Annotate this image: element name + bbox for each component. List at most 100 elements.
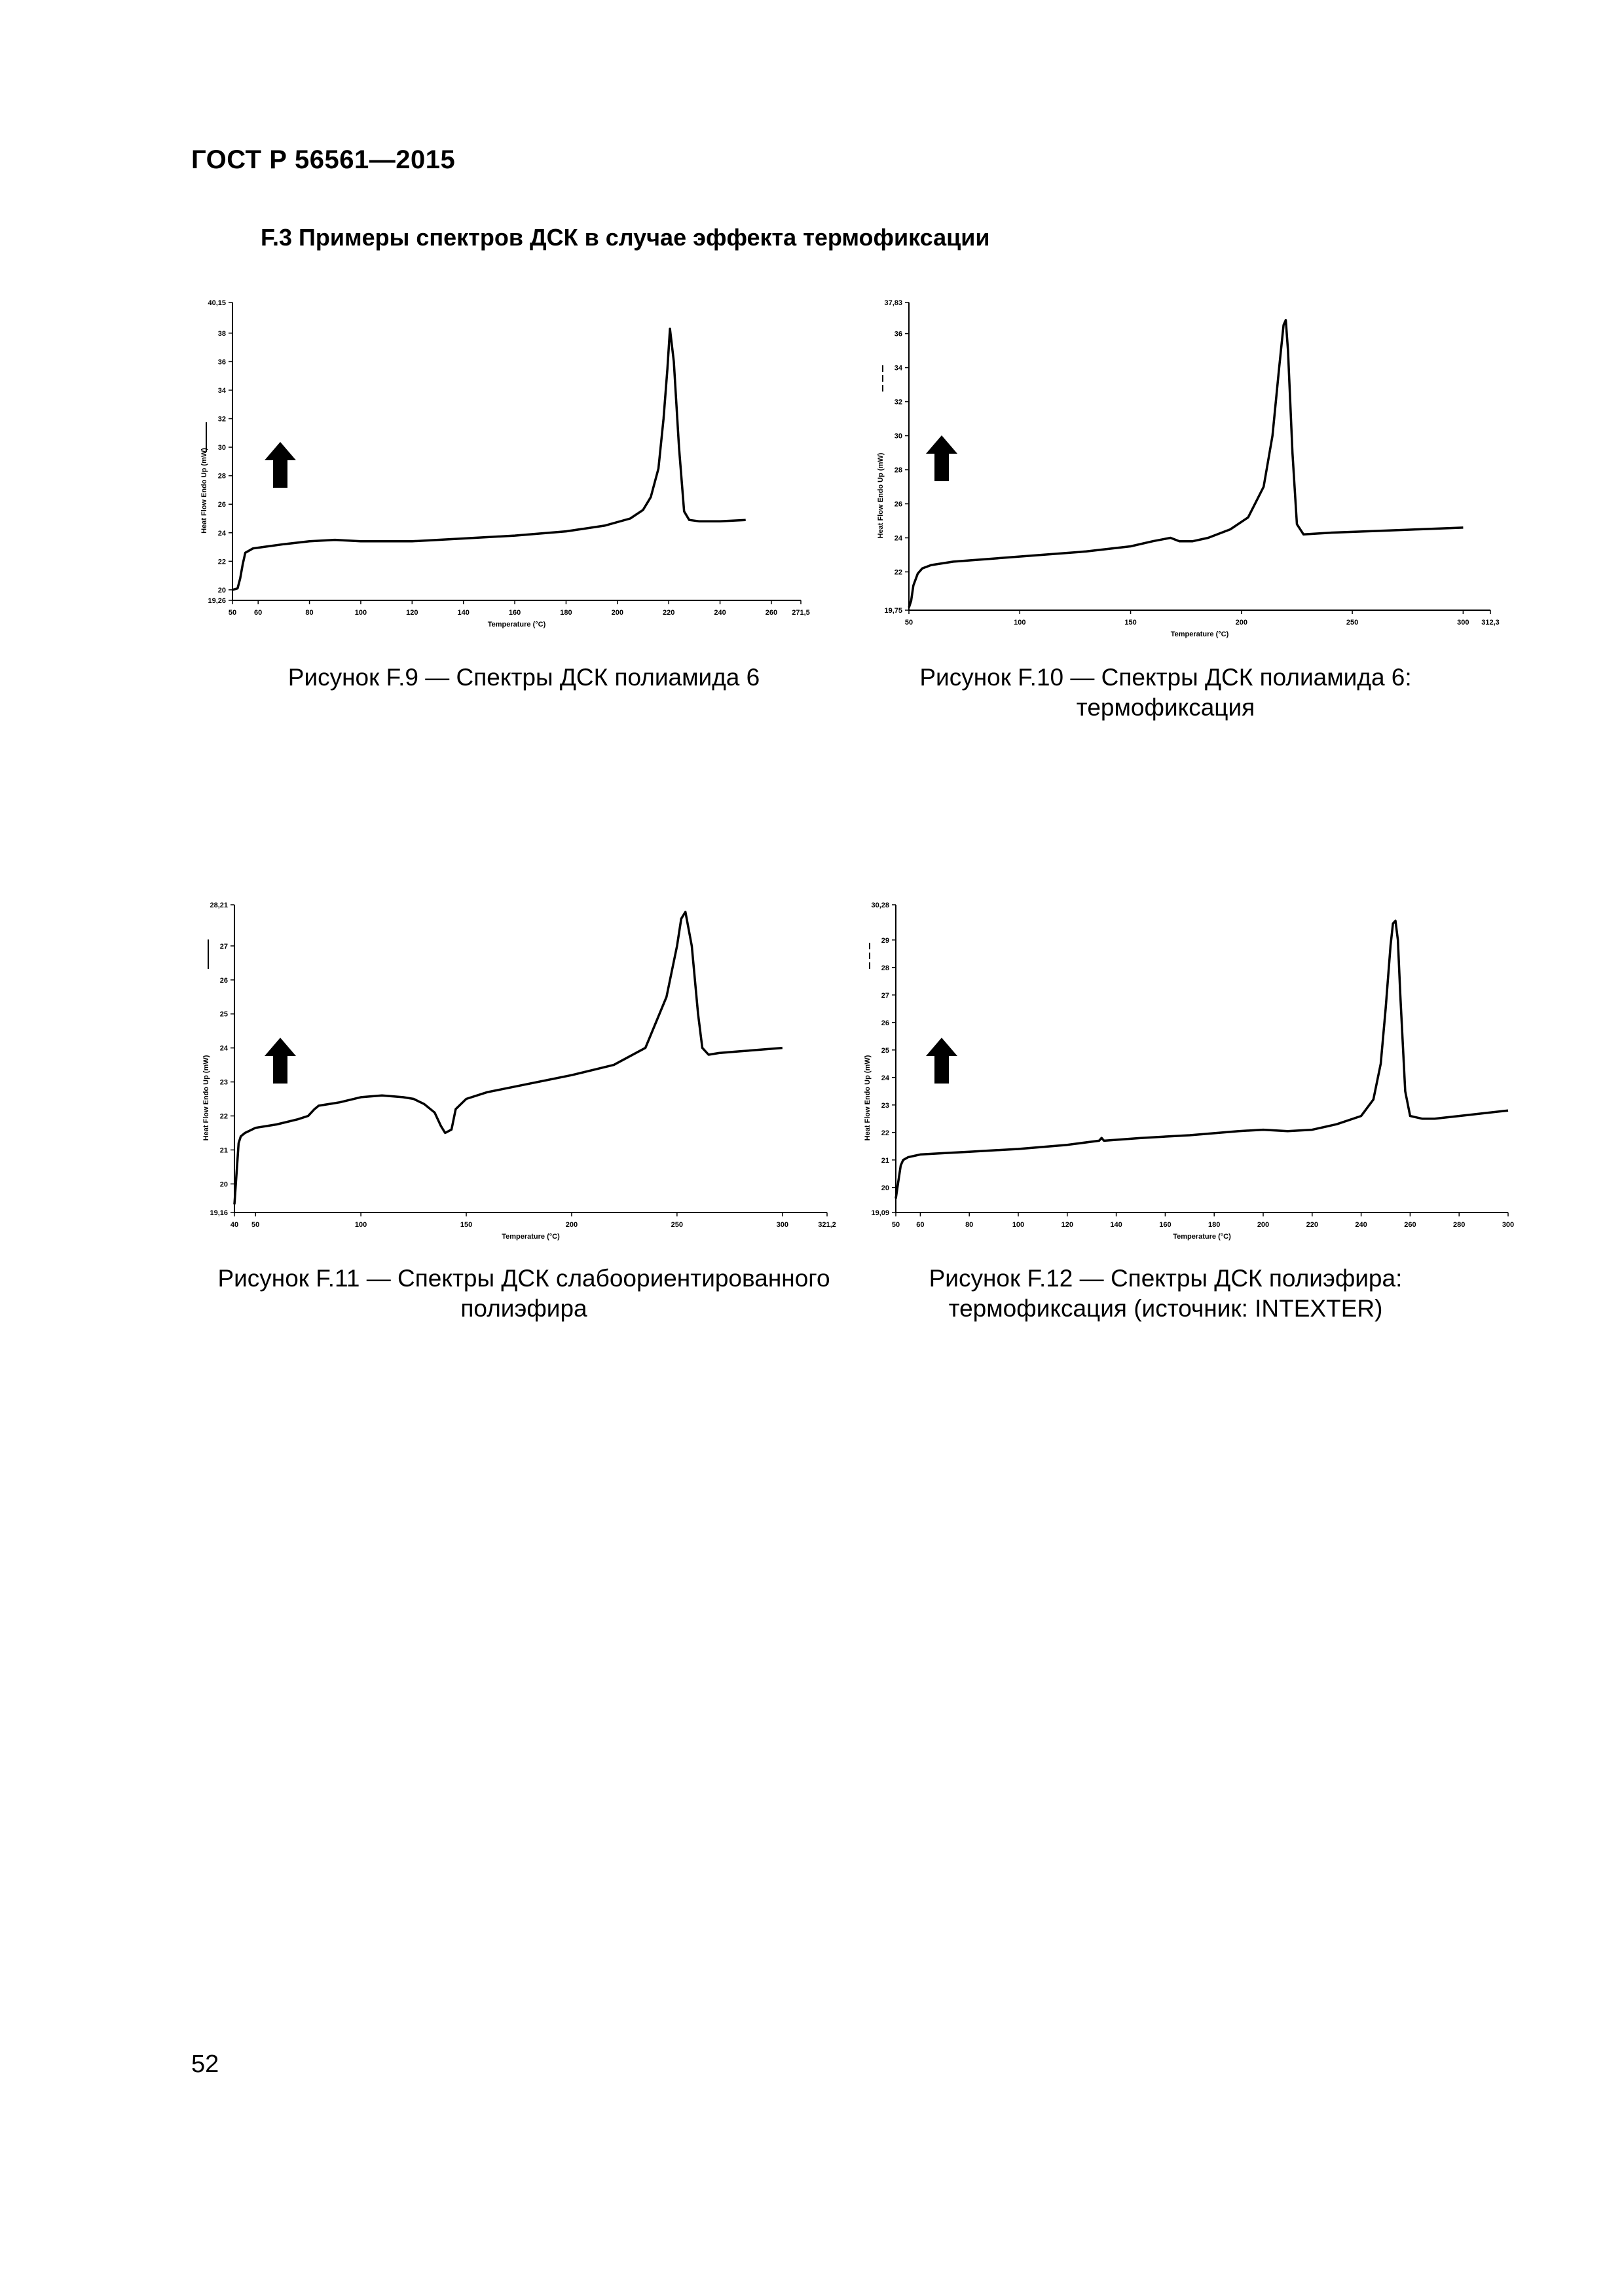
x-tick-label: 200 [1257, 1221, 1269, 1229]
endo-up-arrow-icon [926, 1038, 957, 1084]
y-tick-label: 37,83 [884, 299, 902, 307]
x-tick-label: 260 [766, 609, 777, 617]
y-tick-label: 27 [881, 992, 889, 1000]
dsc-chart-f10: 50 100 150 200 250 300 312,3 19,75 22 24 26 28 30 32 3… [877, 299, 1500, 638]
x-tick-label: 40 [231, 1221, 238, 1229]
x-tick-label: 150 [460, 1221, 472, 1229]
y-tick-label: 26 [220, 977, 228, 985]
x-tick-label: 260 [1404, 1221, 1416, 1229]
x-axis-label: Temperature (°C) [488, 621, 546, 629]
x-tick-label: 250 [1346, 619, 1358, 627]
y-tick-label: 24 [220, 1045, 229, 1053]
x-tick-label: 60 [254, 609, 262, 617]
y-tick-label: 20 [218, 587, 226, 594]
y-tick-label: 20 [881, 1184, 889, 1192]
y-tick-label: 30 [895, 433, 902, 441]
x-axis-label: Temperature (°C) [1171, 630, 1229, 638]
heat-flow-curve [232, 327, 746, 591]
endo-up-arrow-icon [265, 442, 296, 488]
y-tick-label: 22 [218, 558, 226, 566]
y-tick-label: 28 [218, 473, 226, 481]
y-tick-label: 32 [218, 416, 226, 424]
x-tick-label: 50 [229, 609, 236, 617]
x-tick-label: 50 [892, 1221, 900, 1229]
y-tick-label: 21 [220, 1146, 228, 1154]
y-tick-label: 24 [218, 530, 227, 538]
x-tick-label: 100 [1014, 619, 1025, 627]
dsc-chart-f9: 50 60 80 100 120 140 160 180 200 220 240 260 271,5 19… [200, 299, 810, 629]
section-heading: F.3 Примеры спектров ДСК в случае эффект… [261, 224, 990, 251]
document-header: ГОСТ Р 56561—2015 [191, 145, 456, 174]
x-axis-label: Temperature (°C) [1173, 1233, 1231, 1241]
x-tick-label: 240 [714, 609, 726, 617]
y-tick-label: 22 [881, 1129, 889, 1137]
x-tick-label: 120 [406, 609, 418, 617]
y-tick-label: 40,15 [208, 299, 226, 307]
x-tick-label: 140 [458, 609, 470, 617]
figure-caption-f9: Рисунок F.9 — Спектры ДСК полиамида 6 [287, 664, 760, 691]
page-number: 52 [191, 2050, 219, 2078]
x-tick-label: 80 [305, 609, 313, 617]
y-tick-label: 24 [895, 535, 903, 543]
x-tick-label: 140 [1110, 1221, 1122, 1229]
y-tick-label: 28 [881, 964, 889, 972]
x-tick-label: 160 [1159, 1221, 1171, 1229]
y-tick-label: 34 [895, 365, 903, 373]
x-tick-label: 120 [1061, 1221, 1073, 1229]
x-tick-label: 300 [1457, 619, 1469, 627]
y-tick-label: 30 [218, 444, 226, 452]
y-tick-label: 26 [881, 1019, 889, 1027]
y-tick-label: 38 [218, 330, 226, 338]
x-tick-label: 220 [1306, 1221, 1318, 1229]
x-tick-label: 300 [777, 1221, 788, 1229]
heat-flow-curve [895, 919, 1509, 1199]
y-tick-label: 19,16 [210, 1209, 228, 1217]
y-axis-label: Heat Flow Endo Up (mW) [864, 1055, 872, 1140]
y-tick-label: 36 [895, 331, 902, 338]
y-tick-label: 23 [220, 1079, 228, 1087]
figure-caption-f11: Рисунок F.11 — Спектры ДСК слабоориентир… [217, 1265, 830, 1322]
x-tick-label: 160 [509, 609, 521, 617]
y-tick-label: 19,26 [208, 597, 226, 605]
x-tick-label: 180 [560, 609, 572, 617]
y-axis-label: Heat Flow Endo Up (mW) [200, 448, 208, 534]
x-tick-label: 300 [1502, 1221, 1514, 1229]
x-tick-label: 312,3 [1481, 619, 1500, 627]
x-axis-label: Temperature (°C) [502, 1233, 560, 1241]
y-tick-label: 24 [881, 1074, 890, 1082]
y-tick-label: 25 [881, 1047, 889, 1055]
y-tick-label: 19,09 [871, 1209, 889, 1217]
y-axis-label: Heat Flow Endo Up (mW) [202, 1055, 210, 1140]
x-tick-label: 100 [355, 1221, 367, 1229]
endo-up-arrow-icon [926, 435, 957, 481]
x-tick-label: 60 [916, 1221, 924, 1229]
y-tick-label: 26 [218, 501, 226, 509]
x-tick-label: 180 [1208, 1221, 1220, 1229]
dsc-chart-f11: 40 50 100 150 200 250 300 321,2 19,16 20 21 22 23 24 2… [202, 902, 836, 1241]
dsc-chart-f12: 50 60 80 100 120 140 160 180 200 220 240 260 280 300 1… [864, 902, 1514, 1241]
y-tick-label: 20 [220, 1180, 228, 1188]
x-tick-label: 200 [566, 1221, 578, 1229]
x-tick-label: 100 [1012, 1221, 1024, 1229]
endo-up-arrow-icon [265, 1038, 296, 1084]
y-tick-label: 22 [220, 1113, 228, 1121]
y-tick-label: 30,28 [871, 902, 889, 909]
y-axis-label: Heat Flow Endo Up (mW) [877, 452, 885, 538]
y-tick-label: 32 [895, 399, 902, 407]
figure-caption-f12: Рисунок F.12 — Спектры ДСК полиэфира: те… [929, 1265, 1403, 1322]
x-tick-label: 80 [965, 1221, 973, 1229]
x-tick-label: 50 [905, 619, 913, 627]
figure-caption-f10: Рисунок F.10 — Спектры ДСК полиамида 6: … [919, 664, 1412, 721]
y-tick-label: 28,21 [210, 902, 228, 909]
y-tick-label: 19,75 [884, 607, 902, 615]
y-tick-label: 28 [895, 467, 902, 475]
x-tick-label: 240 [1355, 1221, 1367, 1229]
y-tick-label: 34 [218, 387, 227, 395]
x-tick-label: 150 [1124, 619, 1136, 627]
x-tick-label: 50 [251, 1221, 259, 1229]
y-tick-label: 21 [881, 1157, 889, 1165]
x-tick-label: 280 [1453, 1221, 1465, 1229]
x-tick-label: 200 [612, 609, 623, 617]
x-tick-label: 200 [1236, 619, 1247, 627]
y-tick-label: 22 [895, 569, 902, 577]
